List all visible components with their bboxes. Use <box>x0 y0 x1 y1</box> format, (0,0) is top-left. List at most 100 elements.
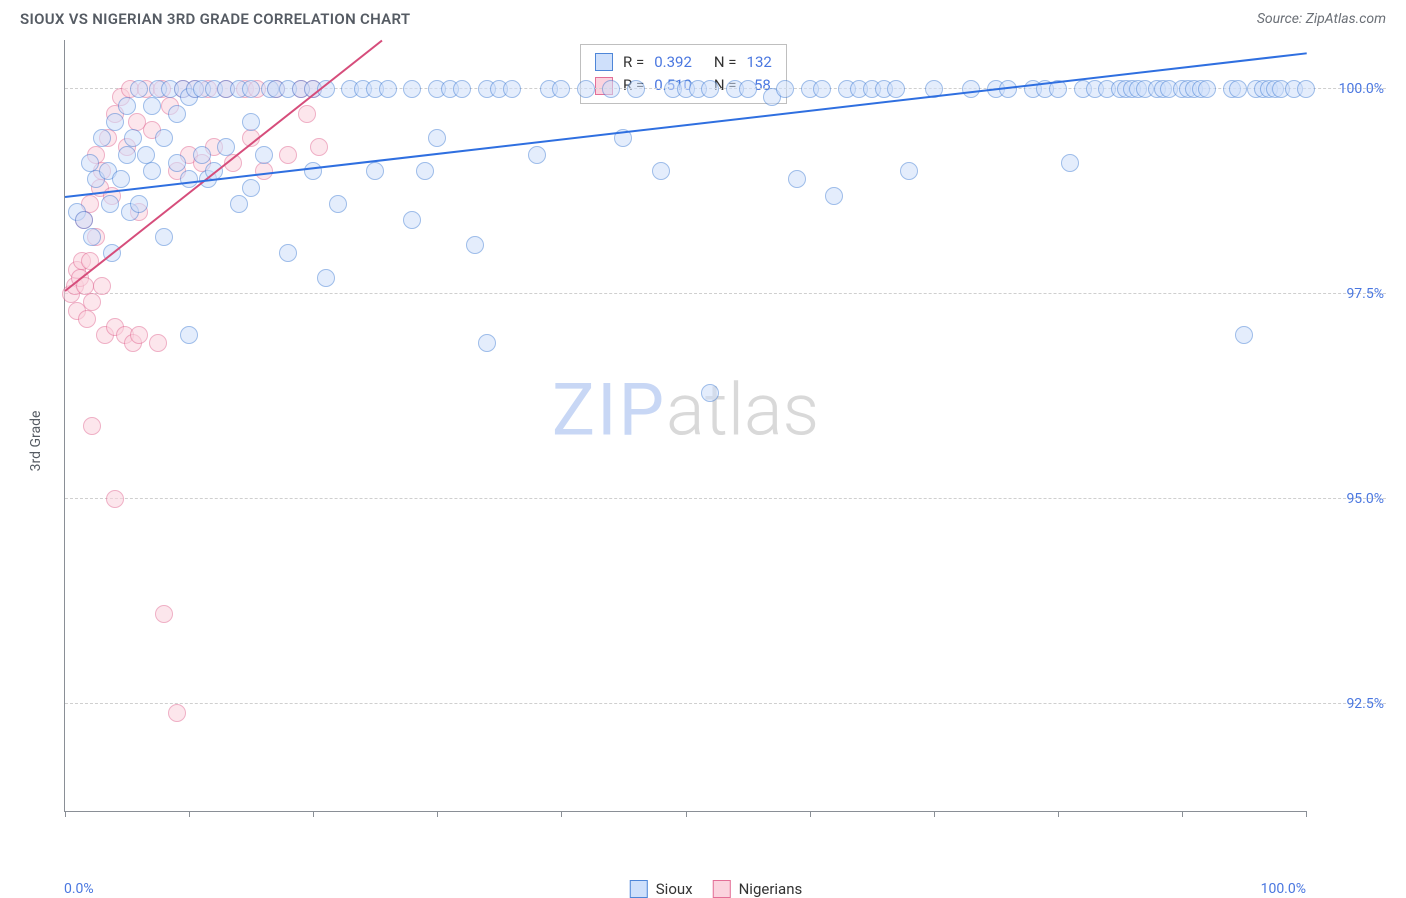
nigerians-point <box>310 138 328 156</box>
legend-item-sioux: Sioux <box>630 880 693 898</box>
y-tick-label: 100.0% <box>1314 81 1384 97</box>
nigerians-point <box>130 326 148 344</box>
sioux-point <box>466 236 484 254</box>
sioux-point <box>1297 80 1315 98</box>
sioux-point <box>242 113 260 131</box>
sioux-point <box>255 146 273 164</box>
sioux-point <box>242 179 260 197</box>
sioux-point <box>155 228 173 246</box>
sioux-point <box>528 146 546 164</box>
legend-label: Sioux <box>656 880 693 898</box>
gridline-h <box>65 293 1386 294</box>
chart-header: SIOUX VS NIGERIAN 3RD GRADE CORRELATION … <box>0 0 1406 34</box>
sioux-point <box>428 129 446 147</box>
x-tick <box>1058 811 1059 817</box>
sioux-point <box>279 244 297 262</box>
chart-source: Source: ZipAtlas.com <box>1257 11 1386 27</box>
x-tick <box>934 811 935 817</box>
sioux-point <box>776 80 794 98</box>
x-tick <box>810 811 811 817</box>
sioux-point <box>962 80 980 98</box>
sioux-point <box>403 211 421 229</box>
sioux-point <box>453 80 471 98</box>
source-prefix: Source: <box>1257 11 1306 27</box>
sioux-point <box>130 80 148 98</box>
sioux-point <box>503 80 521 98</box>
sioux-point <box>366 162 384 180</box>
watermark: ZIPatlas <box>552 368 819 453</box>
nigerians-point <box>149 334 167 352</box>
sioux-point <box>788 170 806 188</box>
sioux-point <box>1061 154 1079 172</box>
sioux-point <box>652 162 670 180</box>
sioux-point <box>112 170 130 188</box>
sioux-point <box>825 187 843 205</box>
x-tick <box>313 811 314 817</box>
nigerians-point <box>279 146 297 164</box>
sioux-point <box>106 113 124 131</box>
sioux-point <box>739 80 757 98</box>
watermark-zip: ZIP <box>552 368 666 453</box>
gridline-h <box>65 498 1386 499</box>
sioux-point <box>701 80 719 98</box>
nigerians-point <box>81 252 99 270</box>
sioux-point <box>602 80 620 98</box>
sioux-swatch-icon <box>630 880 648 898</box>
nigerians-swatch-icon <box>713 880 731 898</box>
sioux-point <box>329 195 347 213</box>
sioux-point <box>155 129 173 147</box>
series-legend: Sioux Nigerians <box>630 880 802 898</box>
nigerians-point <box>78 310 96 328</box>
sioux-point <box>143 97 161 115</box>
sioux-swatch-icon <box>595 53 613 71</box>
sioux-point <box>168 105 186 123</box>
sioux-point <box>813 80 831 98</box>
sioux-point <box>75 211 93 229</box>
y-axis-label: 3rd Grade <box>28 411 44 472</box>
sioux-point <box>1235 326 1253 344</box>
x-axis-max-label: 100.0% <box>1261 881 1306 897</box>
sioux-point <box>118 146 136 164</box>
sioux-point <box>217 138 235 156</box>
x-tick <box>1306 811 1307 817</box>
sioux-point <box>887 80 905 98</box>
chart-area: 3rd Grade ZIPatlas R =0.392N =132R =0.51… <box>36 40 1396 842</box>
sioux-point <box>242 80 260 98</box>
n-value: 132 <box>747 51 772 74</box>
n-label: N = <box>714 51 737 74</box>
legend-item-nigerians: Nigerians <box>713 880 803 898</box>
scatter-plot: ZIPatlas R =0.392N =132R =0.510N = 58 92… <box>64 40 1306 812</box>
sioux-point <box>143 162 161 180</box>
sioux-point <box>168 154 186 172</box>
nigerians-point <box>168 704 186 722</box>
y-tick-label: 92.5% <box>1314 696 1384 712</box>
r-label: R = <box>623 51 644 74</box>
x-tick <box>561 811 562 817</box>
nigerians-point <box>93 277 111 295</box>
sioux-point <box>304 162 322 180</box>
sioux-point <box>478 334 496 352</box>
sioux-point <box>1198 80 1216 98</box>
sioux-point <box>1229 80 1247 98</box>
gridline-h <box>65 703 1386 704</box>
sioux-point <box>130 195 148 213</box>
y-tick-label: 95.0% <box>1314 491 1384 507</box>
x-tick <box>1182 811 1183 817</box>
source-name: ZipAtlas.com <box>1306 11 1386 27</box>
nigerians-point <box>155 605 173 623</box>
legend-row-sioux: R = 0.392 N = 132 <box>595 51 772 74</box>
watermark-atlas: atlas <box>666 368 819 453</box>
legend-label: Nigerians <box>739 880 803 898</box>
x-axis-min-label: 0.0% <box>64 881 94 897</box>
x-tick <box>686 811 687 817</box>
sioux-point <box>230 195 248 213</box>
nigerians-point <box>106 490 124 508</box>
sioux-point <box>118 97 136 115</box>
nigerians-point <box>298 105 316 123</box>
sioux-point <box>379 80 397 98</box>
sioux-point <box>701 384 719 402</box>
sioux-point <box>81 154 99 172</box>
r-value: 0.392 <box>654 51 692 74</box>
sioux-point <box>552 80 570 98</box>
sioux-point <box>403 80 421 98</box>
